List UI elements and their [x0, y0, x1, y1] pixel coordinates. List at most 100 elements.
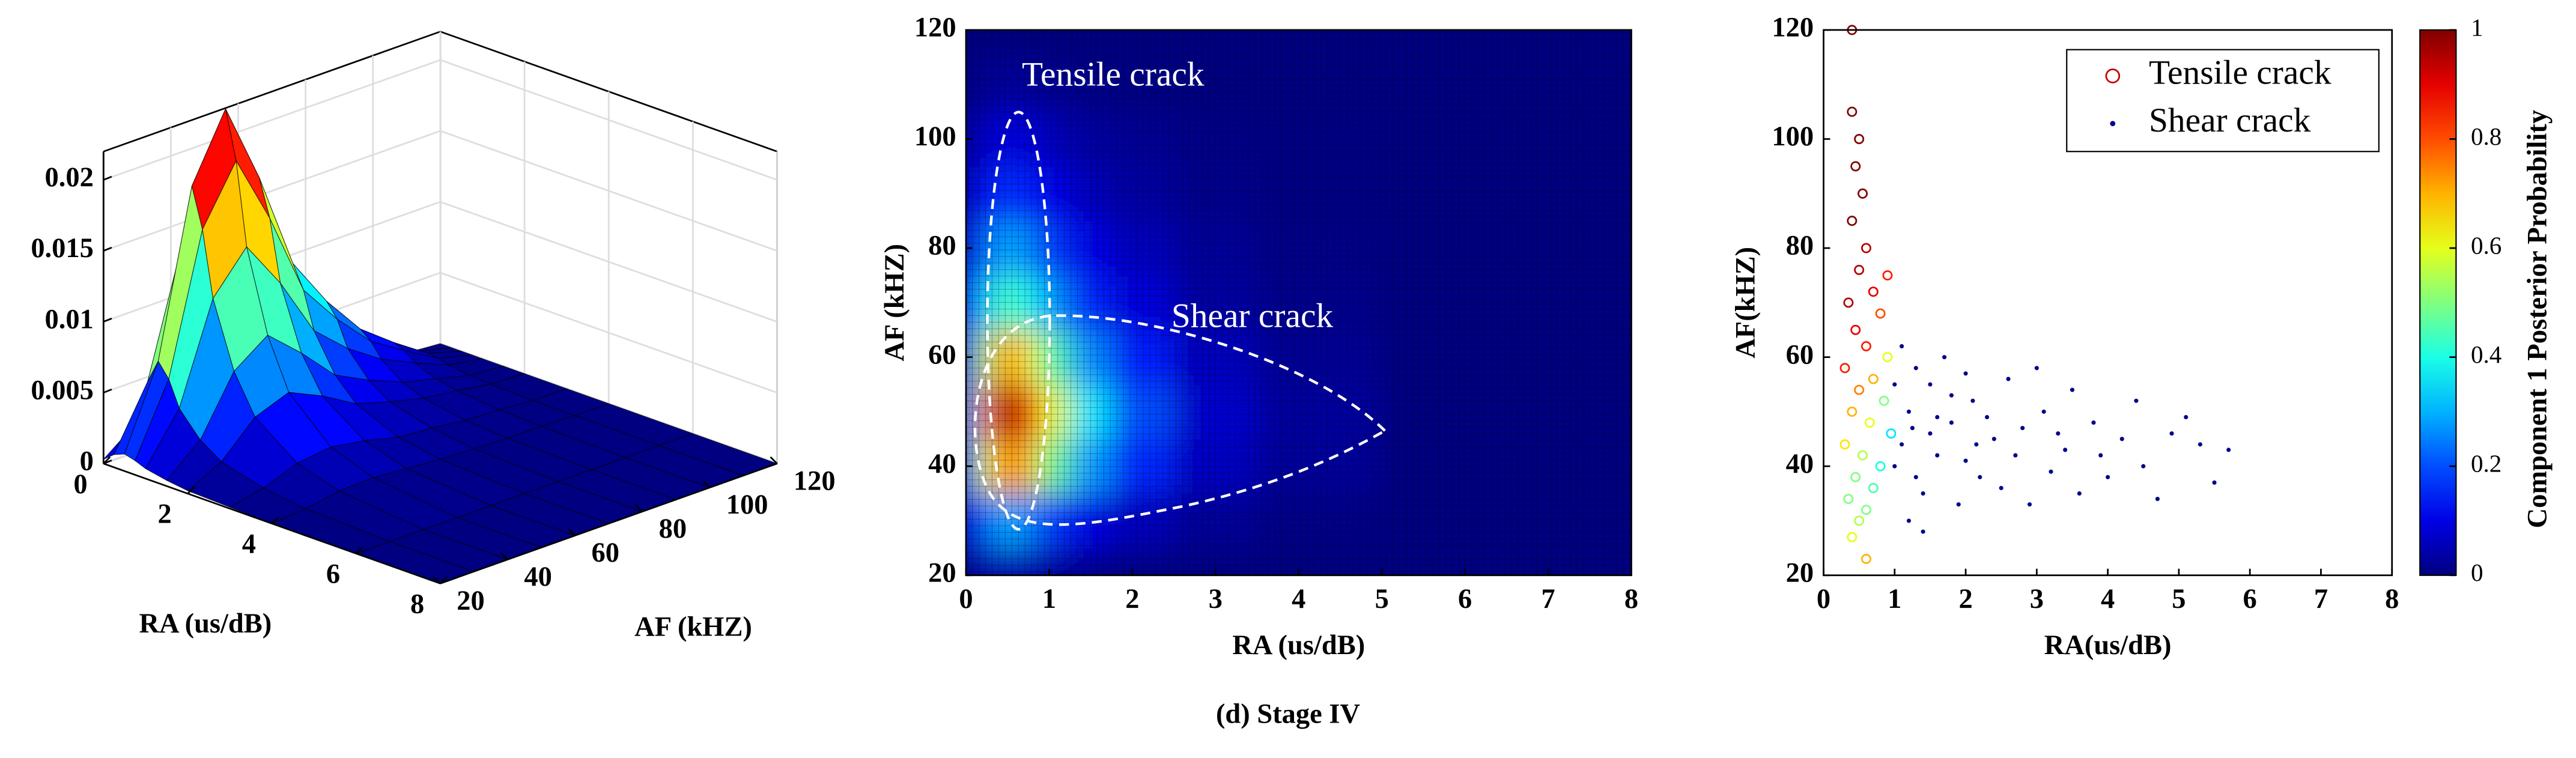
x-tick-label: 2	[1125, 584, 1139, 614]
shear-point	[2027, 502, 2032, 507]
shear-point	[2184, 414, 2189, 420]
x-tick-label: 5	[2172, 584, 2186, 614]
x-tick-label: 6	[1458, 584, 1472, 614]
tensile-point	[1854, 133, 1865, 144]
x-tick-label: 3	[1209, 584, 1223, 614]
annotation: Shear crack	[1171, 297, 1334, 335]
y-tick-label: 80	[659, 514, 687, 544]
shear-point	[1949, 420, 1954, 425]
shear-point	[2070, 387, 2075, 392]
surface-panel: 0 0.005 0.01 0.015 0.02 0 2 4 6 8 20 40 60 80 100 120 RA…	[31, 31, 836, 643]
x-tick	[103, 456, 111, 464]
x-axis-label: RA(us/dB)	[2044, 630, 2172, 661]
tensile-point	[1882, 270, 1893, 280]
y-tick-label: 60	[591, 538, 619, 568]
x-tick-label: 5	[1375, 584, 1389, 614]
z-tick-label: 0.015	[31, 233, 94, 264]
tensile-point	[1850, 471, 1861, 482]
shear-point	[1956, 502, 1961, 507]
y-tick-label: 80	[1786, 231, 1814, 261]
y-tick-label: 40	[524, 562, 551, 592]
x-tick-label: 0	[73, 469, 87, 500]
heatmap-panel: Tensile crack Shear crack 0 1 2 3 4 5 6 7 8 20 40 60 8…	[879, 13, 1638, 661]
caption: (d) Stage IV	[1216, 699, 1361, 730]
shear-point	[2155, 497, 2160, 502]
shear-point	[2198, 442, 2202, 447]
tensile-point	[1839, 439, 1850, 450]
shear-point	[1999, 485, 2003, 491]
x-tick	[187, 486, 195, 494]
shear-point	[1991, 437, 1996, 441]
legend-marker	[2105, 68, 2121, 83]
tensile-point	[1879, 395, 1889, 406]
y-axis-label: AF(kHZ)	[1730, 247, 1761, 359]
tensile-point	[1875, 308, 1886, 319]
shear-point	[2134, 398, 2139, 403]
tensile-point	[1854, 515, 1865, 526]
shear-point	[2106, 475, 2110, 479]
tensile-point	[1858, 188, 1868, 199]
tensile-point	[1861, 505, 1871, 515]
tensile-point	[1861, 243, 1871, 253]
tensile-point	[1886, 428, 1897, 439]
tensile-point	[1847, 532, 1858, 542]
x-tick-label: 2	[158, 499, 172, 530]
heatmap-cells	[966, 29, 1632, 575]
x-tick-label: 6	[2243, 584, 2257, 614]
shear-point	[1921, 529, 1925, 534]
tensile-point	[1868, 374, 1879, 384]
mesh-overlay	[966, 29, 1632, 575]
tensile-point	[1868, 287, 1879, 297]
shear-point	[1942, 355, 1947, 360]
colorbar-tick-label: 1	[2471, 13, 2483, 41]
shear-point	[1935, 453, 1940, 458]
x-tick	[439, 576, 448, 584]
shear-point	[2091, 420, 2096, 425]
tensile-point	[1850, 161, 1861, 172]
x-tick-label: 8	[2385, 584, 2399, 614]
y-tick-label: 100	[914, 121, 956, 152]
x-tick-label: 0	[1817, 584, 1830, 614]
legend-box	[2066, 49, 2380, 153]
y-tick-label: 40	[1786, 449, 1814, 479]
y-tick-label: 20	[457, 586, 484, 616]
x-tick	[271, 516, 279, 524]
tensile-point	[1864, 417, 1875, 428]
x-tick-label: 6	[326, 559, 340, 590]
y-tick	[770, 456, 778, 464]
colorbar-tick-label: 0.8	[2471, 123, 2502, 150]
legend: Tensile crack Shear crack	[2066, 49, 2380, 153]
shear-point	[1970, 398, 1975, 403]
shear-point	[2013, 453, 2018, 458]
shear-region	[973, 314, 1387, 526]
shear-point	[1892, 464, 1897, 468]
x-tick-label: 0	[959, 584, 973, 614]
shear-point	[1963, 371, 1968, 376]
tensile-point	[1847, 106, 1858, 117]
y-axis-line	[440, 462, 777, 584]
shear-point	[2098, 453, 2103, 458]
y-tick-label: 80	[928, 231, 956, 261]
tensile-point	[1847, 406, 1858, 417]
shear-point	[1921, 491, 1925, 496]
scatter-panel: 0 1 2 3 4 5 6 7 8 20 40 60 80 100 120 RA(us/dB) AF(kHZ) T…	[1730, 13, 2553, 661]
box-edge	[103, 31, 441, 153]
y-tick-label: 20	[1786, 557, 1814, 588]
shear-point	[1928, 382, 1933, 387]
tensile-point	[1854, 384, 1865, 395]
shear-point	[1913, 366, 1918, 371]
y-tick-label: 60	[1786, 339, 1814, 370]
tensile-point	[1875, 461, 1886, 471]
x-tick-label: 4	[2101, 584, 2115, 614]
tensile-point	[1843, 494, 1854, 505]
colorbar-label: Component 1 Posterior Probability	[2523, 110, 2553, 529]
z-tick-label: 0.02	[45, 162, 94, 193]
x-tick-label: 4	[242, 529, 256, 560]
x-axis-label: RA (us/dB)	[139, 608, 272, 639]
colorbar-tick-label: 0.6	[2471, 231, 2502, 259]
shear-point	[2034, 366, 2039, 371]
x-tick-label: 4	[1292, 584, 1305, 614]
shear-point	[1984, 414, 1990, 420]
y-tick-label: 20	[928, 557, 956, 588]
y-tick-label: 100	[726, 490, 768, 520]
